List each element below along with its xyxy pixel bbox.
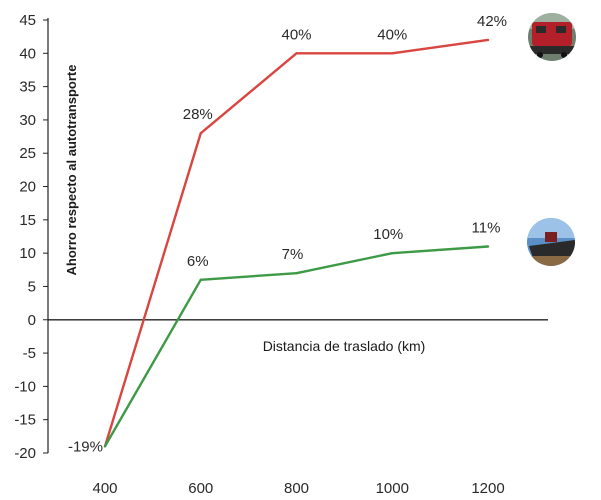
ship-icon	[527, 218, 575, 266]
data-label: 6%	[187, 253, 209, 270]
data-label: 10%	[373, 226, 403, 243]
data-point	[199, 278, 202, 281]
data-label: 7%	[282, 246, 304, 263]
data-point	[295, 52, 298, 55]
data-point	[199, 132, 202, 135]
x-tick-label: 1000	[376, 480, 409, 497]
data-label: 11%	[472, 219, 501, 236]
series-line-1	[103, 38, 489, 447]
data-point	[486, 38, 490, 42]
x-tick-label: 600	[188, 480, 213, 497]
y-tick-label: 15	[19, 212, 36, 229]
y-tick-label: 30	[19, 112, 36, 129]
data-point	[295, 271, 298, 275]
y-tick-label: 0	[28, 312, 36, 329]
data-label: 40%	[377, 26, 407, 43]
data-label: -19%	[68, 438, 103, 455]
y-tick-label: 45	[19, 12, 36, 29]
data-point	[391, 52, 394, 55]
y-tick-label: 20	[19, 179, 36, 196]
data-point	[486, 245, 490, 248]
y-tick-label: -15	[14, 412, 36, 429]
data-label: 28%	[183, 106, 213, 123]
x-axis-ticks: 400 600 800 1000 1200	[92, 480, 504, 497]
data-label: 42%	[477, 13, 507, 30]
series-layer: -19% 28% 40% 40% 42% 6% 7% 10% 11%	[68, 13, 507, 455]
y-tick-label: -20	[14, 445, 36, 462]
y-tick-label: 5	[28, 278, 36, 295]
y-tick-label: 35	[19, 79, 36, 96]
y-axis-ticks: 45 40 35 30 25 20 15 10 5 0 -5 -10 -15 -20	[14, 12, 48, 462]
data-label: 40%	[281, 26, 311, 43]
y-tick-label: -5	[23, 345, 36, 362]
x-axis-title: Distancia de traslado (km)	[263, 338, 426, 354]
x-tick-label: 800	[284, 480, 309, 497]
x-tick-label: 1200	[471, 480, 504, 497]
data-point	[391, 251, 394, 255]
y-tick-label: 25	[19, 145, 36, 162]
y-tick-label: -10	[14, 378, 36, 395]
data-point	[103, 445, 107, 448]
y-axis-title: Ahorro respecto al autotransporte	[64, 65, 79, 276]
y-tick-label: 10	[19, 245, 36, 262]
y-tick-label: 40	[19, 45, 36, 62]
train-icon	[528, 13, 576, 61]
x-tick-label: 400	[92, 480, 117, 497]
